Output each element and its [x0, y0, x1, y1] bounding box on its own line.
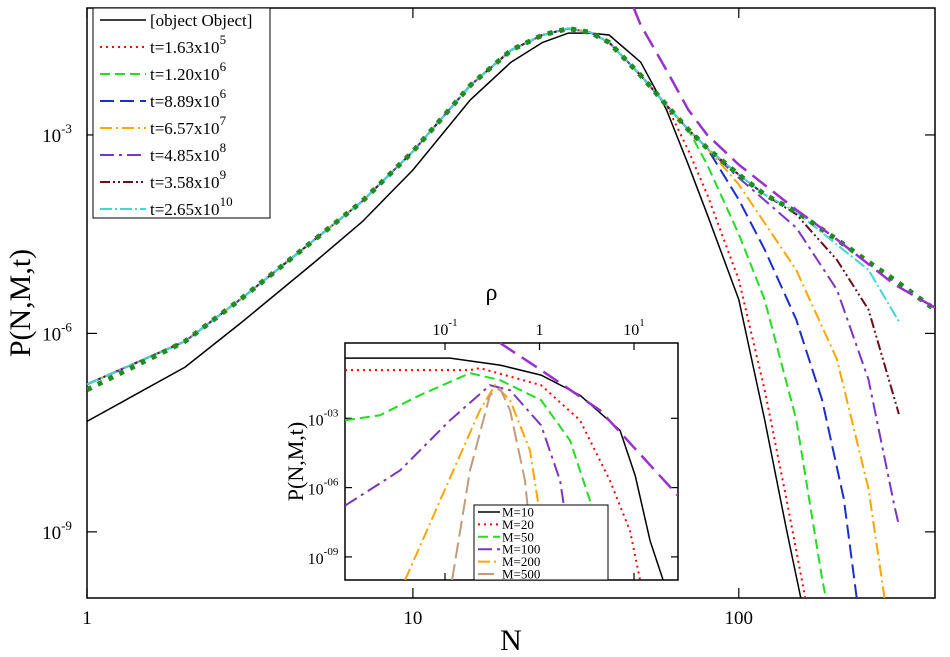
legend-label: [object Object] [150, 11, 252, 30]
legend-label-base: t=1.20x10 [150, 65, 220, 84]
legend-label-exponent: 5 [220, 32, 227, 47]
legend-label: M=50 [502, 529, 534, 544]
legend-label-exponent: 8 [220, 140, 227, 155]
legend-label-exponent: 6 [220, 59, 227, 74]
x-tick-label-base: 10 [432, 322, 448, 339]
legend-label-exponent: 10 [220, 194, 233, 209]
x-tick-label-exponent: 1 [639, 317, 645, 329]
x-tick-label-exponent: -1 [448, 317, 457, 329]
y-tick-label-exponent: -06 [324, 477, 339, 489]
series-line [345, 367, 642, 580]
legend-label-base: t=8.89x10 [150, 92, 220, 111]
y-tick-label: 10-03 [308, 407, 339, 429]
legend-label-exponent: 9 [220, 167, 227, 182]
x-tick-label-base: 1 [82, 608, 92, 629]
legend-label: t=1.63x105 [150, 32, 226, 57]
series-line [345, 372, 606, 580]
legend-label: t=2.65x1010 [150, 194, 233, 219]
legend-label: M=200 [502, 554, 540, 569]
legend-label: M=100 [502, 542, 540, 557]
legend-box [92, 7, 271, 219]
x-tick-label-base: 1 [536, 322, 544, 339]
y-tick-label-base: 10 [308, 412, 324, 429]
x-tick-label: 1 [82, 608, 92, 629]
series-group [87, 8, 935, 598]
y-axis-label: P(N,M,t) [4, 249, 37, 357]
y-tick-label-exponent: -09 [324, 546, 339, 558]
series-line [87, 27, 886, 598]
x-tick-label: 10 [403, 608, 422, 629]
y-tick-label-exponent: -03 [324, 407, 339, 419]
y-tick-label-base: 10 [42, 126, 61, 147]
series-line [87, 32, 802, 598]
legend-label: M=20 [502, 517, 534, 532]
legend-label: t=6.57x107 [150, 113, 227, 138]
x-tick-label: 10-1 [432, 317, 457, 339]
legend-label-base: t=4.85x10 [150, 146, 220, 165]
x-tick-label: 100 [725, 608, 754, 629]
legend-label: t=3.58x109 [150, 167, 226, 192]
x-tick-label-base: 10 [623, 322, 639, 339]
x-axis-label: ρ [486, 280, 498, 306]
series-line [499, 343, 678, 497]
series-line [404, 383, 551, 580]
legend-label-base: t=6.57x10 [150, 119, 220, 138]
y-tick-label-base: 10 [308, 551, 324, 568]
legend-label: M=10 [502, 505, 534, 520]
y-axis-label: P(N,M,t) [283, 422, 308, 501]
legend-label-exponent: 7 [220, 113, 227, 128]
y-tick-label-exponent: -9 [61, 518, 72, 533]
legend-label-base: t=2.65x10 [150, 200, 220, 219]
legend-label: t=4.85x108 [150, 140, 226, 165]
series-line [632, 8, 935, 309]
series-group [345, 343, 678, 580]
y-tick-label: 10-6 [42, 319, 72, 345]
x-tick-label-base: 10 [403, 608, 422, 629]
y-tick-label: 10-9 [42, 518, 72, 544]
x-axis-label: N [500, 624, 522, 657]
legend-label-exponent: 6 [220, 86, 227, 101]
series-line [87, 25, 935, 392]
y-tick-label-base: 10 [42, 523, 61, 544]
x-tick-label: 101 [623, 317, 645, 339]
legend-label-base: t=3.58x10 [150, 173, 220, 192]
x-tick-label-base: 100 [725, 608, 754, 629]
y-tick-label: 10-09 [308, 546, 339, 568]
legend-box [473, 504, 609, 581]
y-tick-label-base: 10 [308, 482, 324, 499]
y-tick-label-exponent: -6 [61, 319, 72, 334]
x-tick-label: 1 [536, 322, 544, 339]
y-tick-label: 10-3 [42, 121, 72, 147]
series-line [451, 386, 536, 580]
legend-label: t=1.20x106 [150, 59, 227, 84]
legend-label: t=8.89x106 [150, 86, 227, 111]
y-tick-label: 10-06 [308, 477, 339, 499]
legend-label-base: [object Object] [150, 11, 252, 30]
y-tick-label-exponent: -3 [61, 121, 72, 136]
legend-label: M=500 [502, 567, 540, 582]
legend-label-base: t=1.63x10 [150, 38, 220, 57]
y-tick-label-base: 10 [42, 324, 61, 345]
